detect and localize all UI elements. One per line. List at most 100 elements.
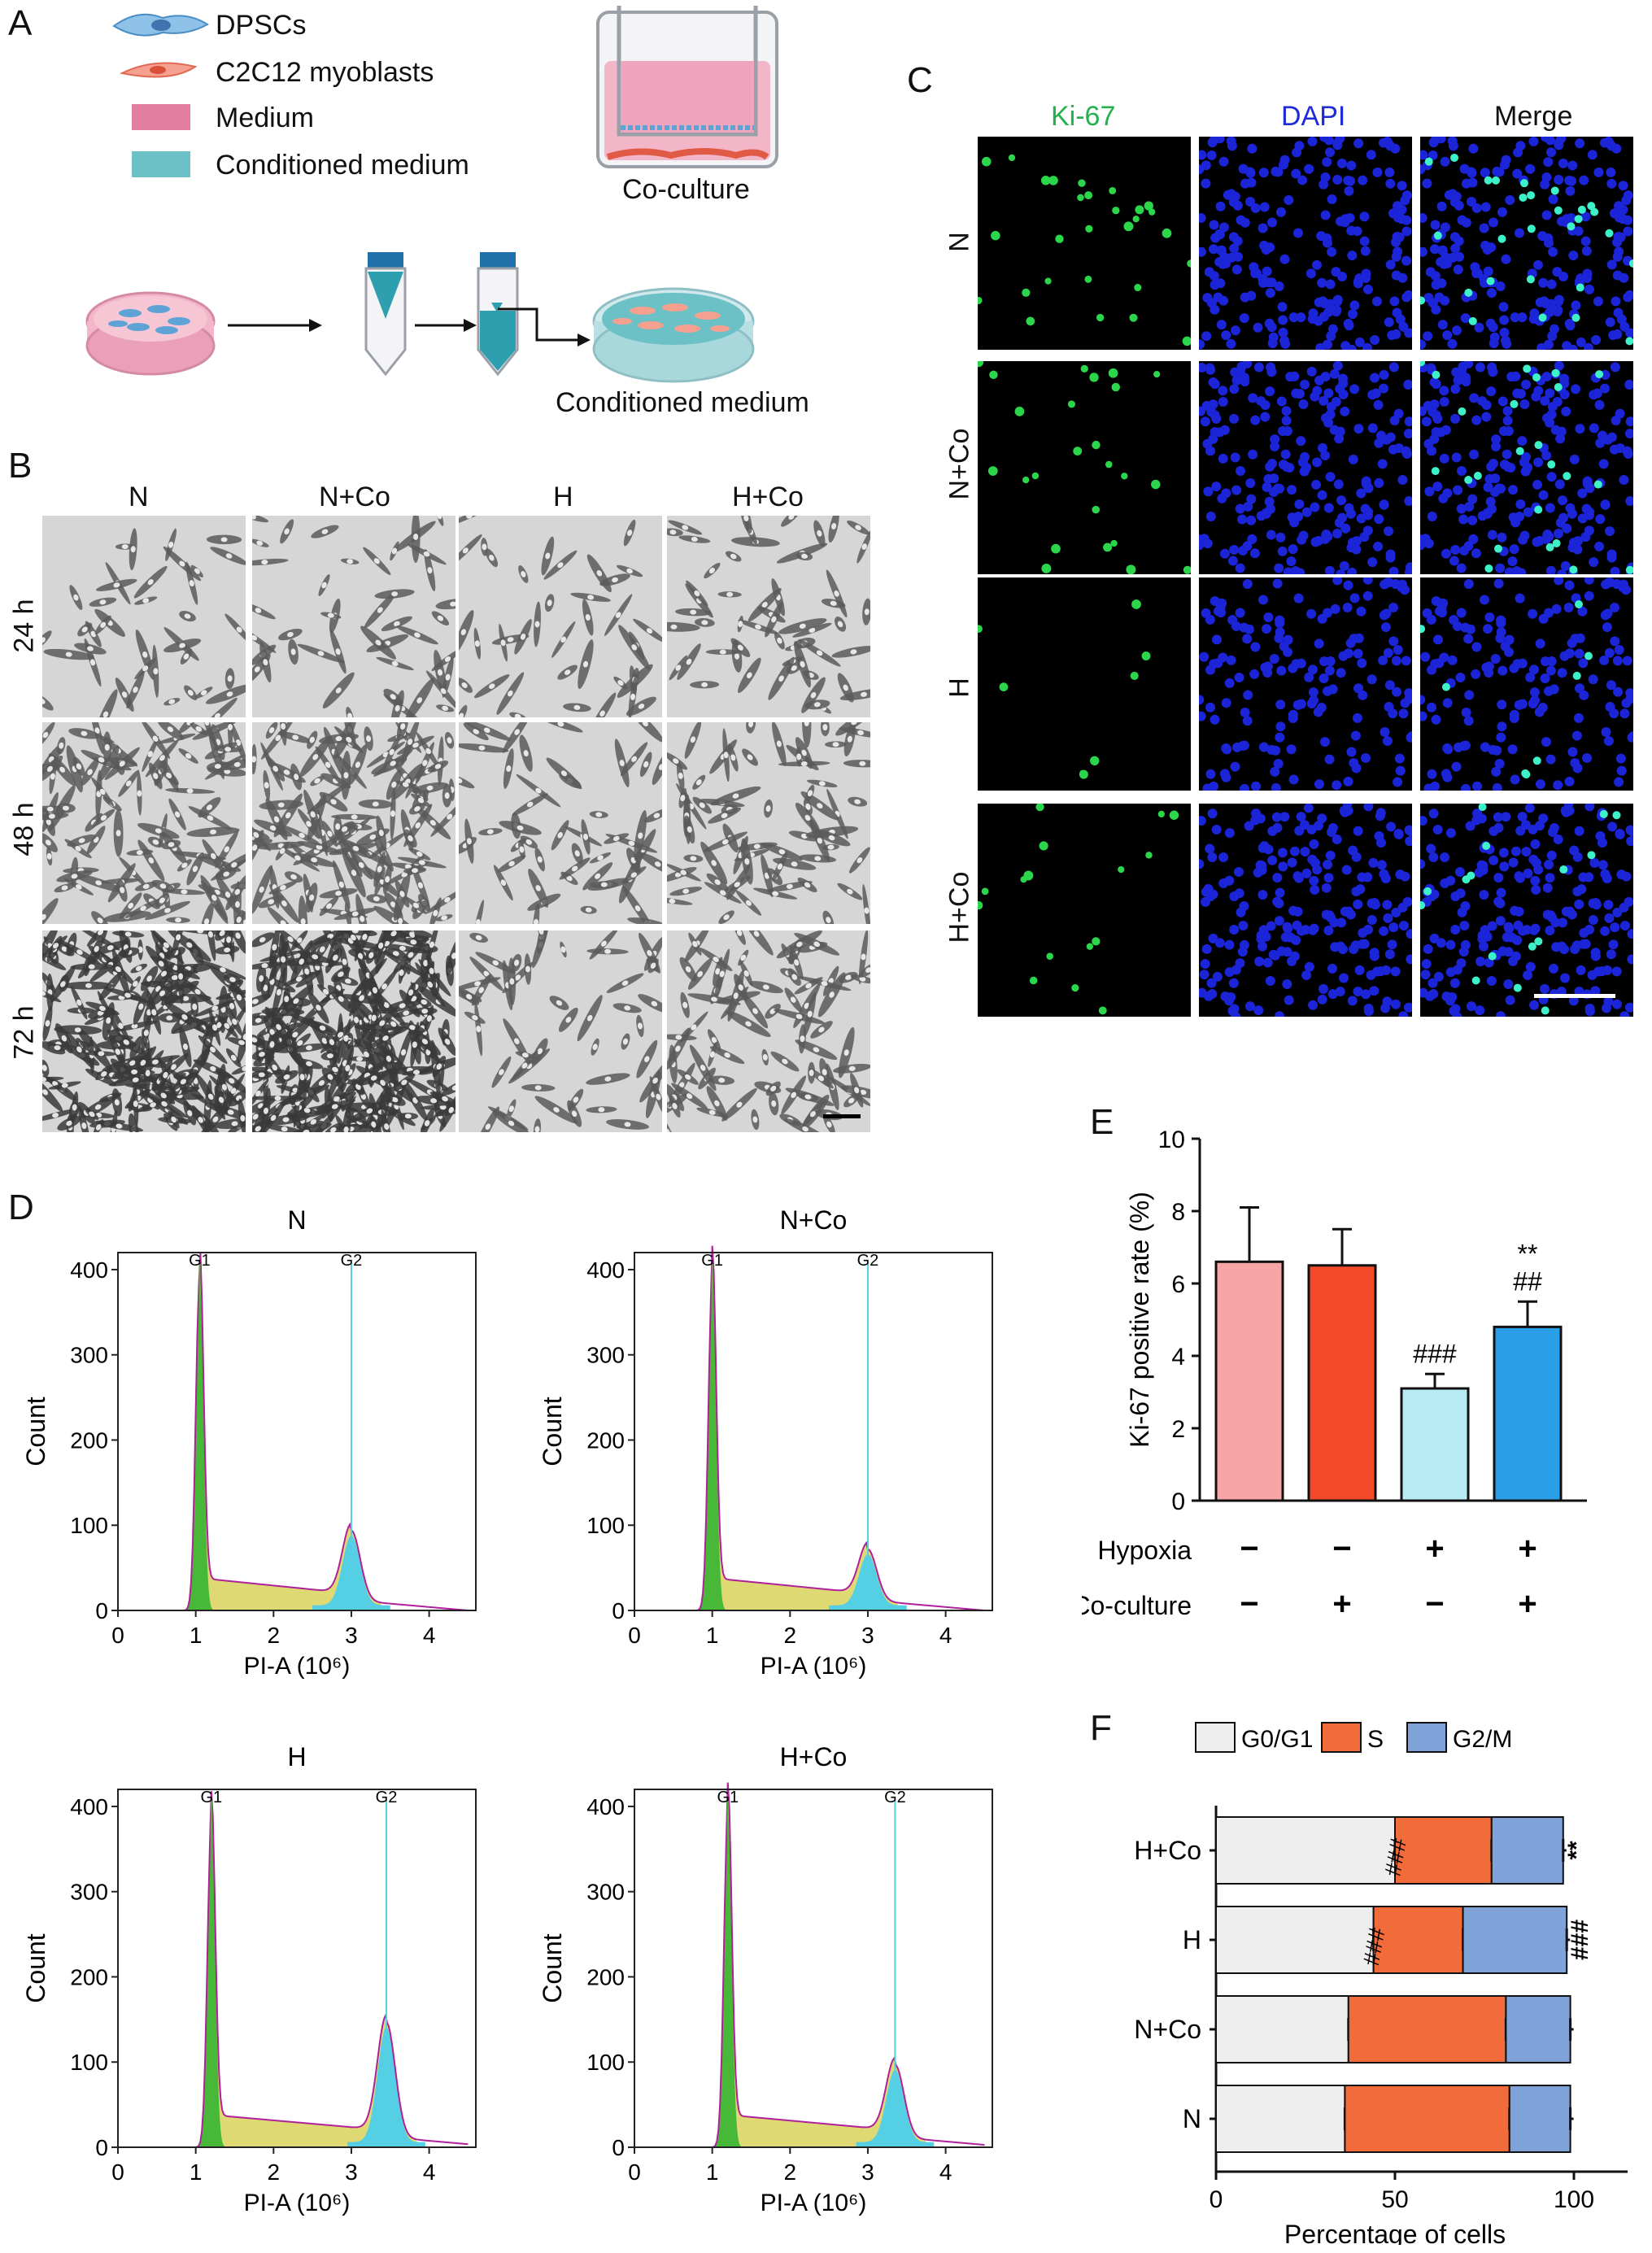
f-segment-g0-g1 — [1215, 1906, 1375, 1974]
f-legend-label: S — [1367, 1726, 1384, 1753]
micrograph-b-r1-c1 — [252, 722, 455, 924]
x-axis-label: PI-A (10⁶) — [244, 2190, 351, 2216]
b-col-hco: H+Co — [732, 482, 804, 512]
f-category-label: H+Co — [1134, 1836, 1201, 1865]
micrograph-c-r1-c2 — [1420, 361, 1633, 574]
f-x-tick-label: 50 — [1381, 2186, 1408, 2213]
y-tick-label: 300 — [586, 1343, 625, 1368]
cell-cycle-stacked-bar: G0/G1 S G2/M 0 50 100 Percentage of cells H+Co #… — [1134, 1722, 1628, 2245]
y-tick-label: 0 — [612, 1598, 625, 1623]
conditioned-medium-label: Conditioned medium — [556, 387, 809, 418]
conditioned-medium-workflow — [85, 252, 755, 383]
y-tick-label: 300 — [70, 1880, 108, 1905]
e-significance-label: ** — [1518, 1239, 1538, 1268]
x-tick-label: 2 — [784, 1623, 797, 1648]
e-condition-sign: + — [1518, 1531, 1536, 1567]
e-condition-sign: + — [1518, 1586, 1536, 1622]
e-significance-label: ## — [1513, 1266, 1542, 1296]
f-x-tick-label: 100 — [1554, 2186, 1594, 2213]
histogram-h-co: H+Co G1 G2 0 100 200 300 400 0 1 2 3 4 PI-A (10⁶) Coun… — [538, 1742, 993, 2216]
b-row-24h: 24 h — [8, 599, 40, 653]
micrograph-b-r1-c0 — [42, 722, 246, 924]
x-tick-label: 1 — [706, 2159, 719, 2185]
c-row-h: H — [944, 678, 975, 698]
e-condition-sign: − — [1240, 1531, 1258, 1567]
c-col-dapi: DAPI — [1281, 101, 1346, 132]
transwell-illustration — [596, 6, 778, 168]
g2-label: G2 — [341, 1252, 363, 1270]
panel-label-a: A — [8, 3, 33, 43]
micrograph-c-r0-c0 — [978, 137, 1191, 350]
x-axis-label: PI-A (10⁶) — [761, 2190, 867, 2216]
y-tick-label: 200 — [586, 1964, 625, 1989]
micrograph-c-r3-c0 — [978, 804, 1191, 1017]
b-col-h: H — [553, 482, 573, 512]
panel-label-f: F — [1090, 1708, 1112, 1748]
micrograph-b-r2-c2 — [459, 930, 662, 1132]
f-segment-s — [1344, 2085, 1510, 2153]
e-condition-label: Hypoxia — [1097, 1536, 1192, 1565]
b-col-nco: N+Co — [319, 482, 390, 512]
micrograph-c-r1-c0 — [978, 361, 1191, 574]
micrograph-b-r1-c3 — [667, 722, 870, 924]
legend-conditioned: Conditioned medium — [216, 150, 469, 181]
histogram-title: H+Co — [780, 1742, 848, 1771]
micrograph-b-r0-c3 — [667, 516, 870, 717]
g2-label: G2 — [857, 1252, 879, 1270]
y-axis-label: Count — [21, 1933, 50, 2003]
y-tick-label: 300 — [70, 1343, 108, 1368]
micrograph-b-r2-c0 — [42, 930, 246, 1132]
medium-swatch — [132, 104, 190, 130]
x-tick-label: 0 — [111, 2159, 124, 2185]
c-row-n: N — [944, 232, 975, 252]
f-legend-label: G2/M — [1453, 1726, 1512, 1753]
histogram-n: N G1 G2 0 100 200 300 400 0 1 2 3 4 PI-A (10⁶) Count — [21, 1205, 477, 1680]
x-tick-label: 1 — [190, 1623, 203, 1648]
x-tick-label: 3 — [861, 1623, 874, 1648]
y-axis-label: Count — [538, 1933, 567, 2003]
micrograph-c-r2-c0 — [978, 577, 1191, 791]
c-row-hco: H+Co — [944, 871, 975, 943]
y-tick-label: 100 — [586, 2050, 625, 2075]
panel-label-b: B — [8, 446, 33, 486]
x-tick-label: 4 — [939, 2159, 952, 2185]
e-condition-sign: − — [1240, 1586, 1258, 1622]
x-axis-label: PI-A (10⁶) — [244, 1653, 351, 1680]
g1-label: G1 — [717, 1789, 739, 1806]
b-row-72h: 72 h — [8, 1005, 40, 1060]
x-tick-label: 4 — [423, 1623, 436, 1648]
micrograph-c-r0-c2 — [1420, 137, 1633, 350]
panel-a-legend — [112, 13, 209, 177]
f-segment-g0-g1 — [1215, 2085, 1346, 2153]
histogram-title: H — [287, 1742, 306, 1771]
micrograph-b-r1-c2 — [459, 722, 662, 924]
f-category-label: N — [1183, 2104, 1201, 2133]
e-y-tick-label: 2 — [1171, 1416, 1185, 1443]
histogram-title: N — [287, 1205, 306, 1235]
g1-label: G1 — [200, 1789, 222, 1806]
b-scale-bar — [823, 1114, 861, 1118]
y-tick-label: 0 — [612, 2135, 625, 2160]
g2-label: G2 — [884, 1789, 906, 1806]
c-col-merge: Merge — [1494, 101, 1573, 132]
legend-dpsc: DPSCs — [216, 10, 307, 41]
g2-label: G2 — [376, 1789, 398, 1806]
x-tick-label: 4 — [939, 1623, 952, 1648]
x-tick-label: 2 — [784, 2159, 797, 2185]
micrograph-c-r3-c2 — [1420, 804, 1633, 1017]
f-segment-g2-m — [1505, 1995, 1571, 2063]
f-legend-swatch — [1406, 1722, 1447, 1753]
y-tick-label: 200 — [70, 1427, 108, 1453]
e-condition-sign: + — [1332, 1586, 1351, 1622]
ki67-bar-chart: 0 2 4 6 8 10 Ki-67 positive rate (%) ### **## Hyp… — [1082, 1126, 1587, 1622]
histogram-h: H G1 G2 0 100 200 300 400 0 1 2 3 4 PI-A (10⁶) Count — [21, 1742, 477, 2216]
x-tick-label: 1 — [706, 1623, 719, 1648]
e-y-tick-label: 10 — [1158, 1126, 1185, 1153]
e-condition-sign: − — [1425, 1586, 1444, 1622]
g1-label: G1 — [189, 1252, 211, 1270]
x-axis-label: PI-A (10⁶) — [761, 1653, 867, 1680]
f-significance-label: ### — [1567, 1920, 1593, 1960]
micrograph-b-r2-c1 — [252, 930, 455, 1132]
y-tick-label: 400 — [586, 1794, 625, 1819]
micrograph-c-r1-c1 — [1199, 361, 1412, 574]
